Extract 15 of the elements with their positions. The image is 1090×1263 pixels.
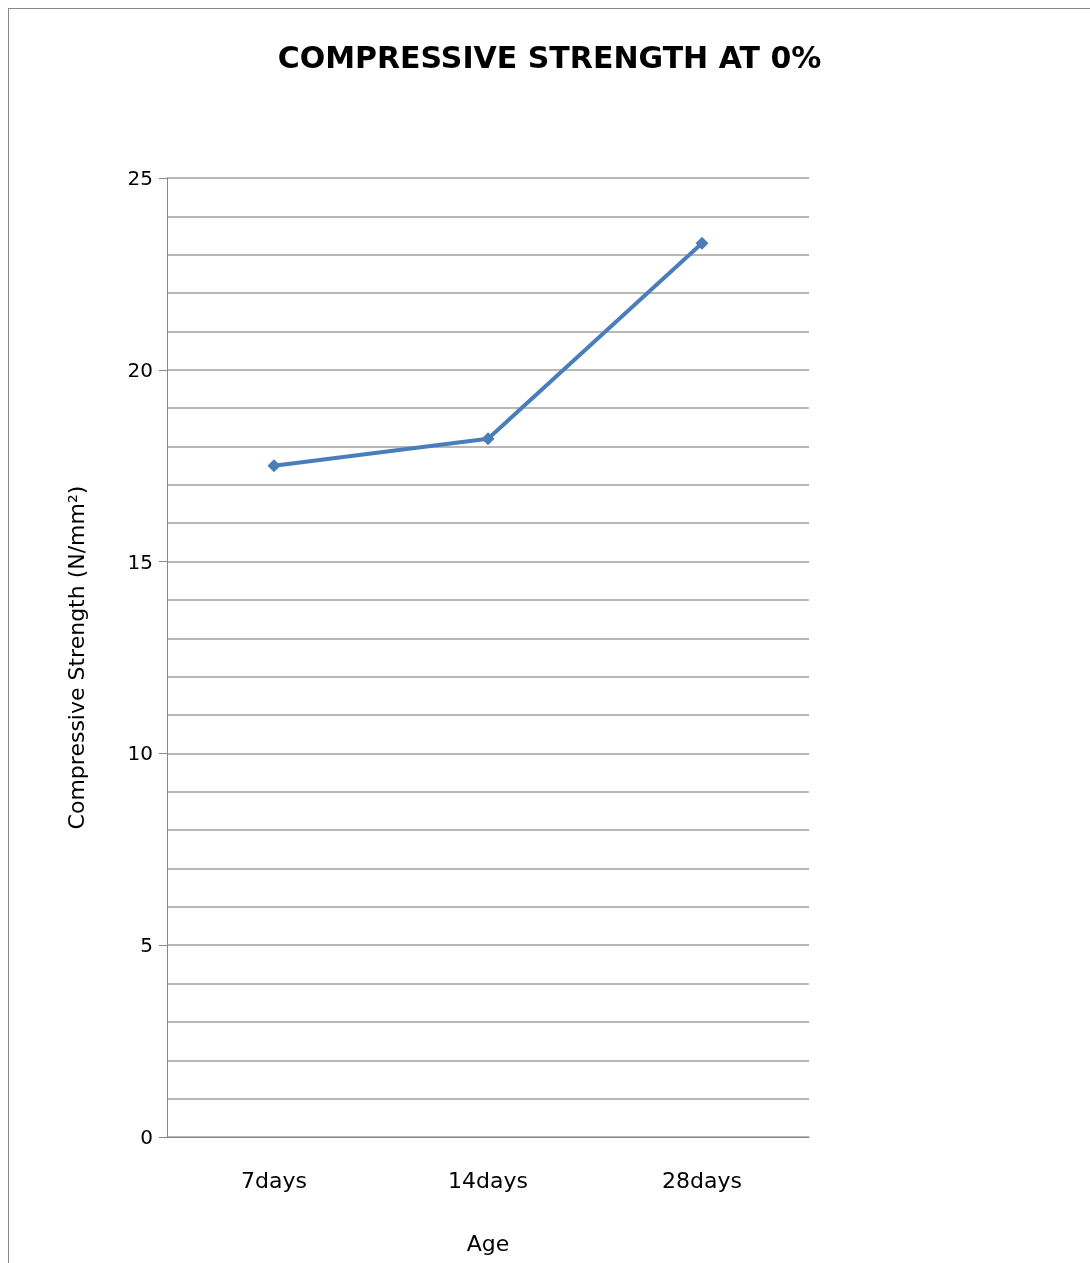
point (695, 236, 709, 250)
x-tick-label: 28days (662, 1167, 742, 1193)
chart-title: COMPRESSIVE STRENGTH AT 0% (277, 39, 822, 75)
y-tick-label: 15 (127, 549, 153, 574)
y-tick-label: 25 (127, 166, 153, 190)
y-tick-label: 5 (140, 933, 153, 958)
y-tick-label: 0 (140, 1125, 153, 1149)
x-tick-label: 7days (241, 1167, 307, 1193)
x-axis-title: Age (466, 1230, 510, 1256)
y-tick-label: 10 (127, 741, 153, 766)
y-tick-label: 20 (127, 357, 153, 382)
y-axis-title: Compressive Strength (N/mm²) (63, 485, 89, 830)
x-tick-label: 14days (448, 1167, 528, 1193)
point (267, 459, 281, 473)
point (481, 432, 495, 446)
